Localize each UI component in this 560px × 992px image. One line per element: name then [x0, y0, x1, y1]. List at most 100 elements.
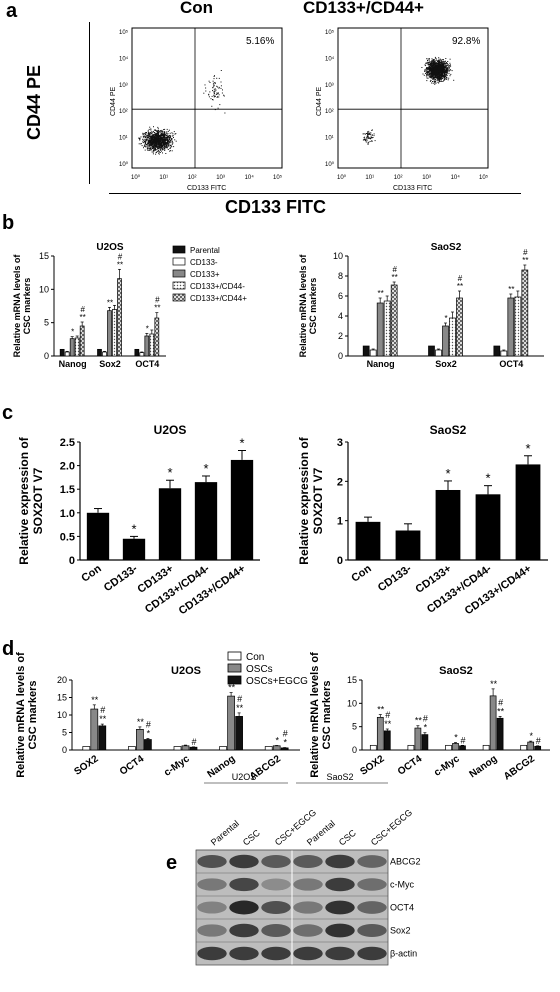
- flow-dot: [432, 70, 433, 72]
- flow-dot: [171, 138, 173, 140]
- flow-small-xlabel: CD133 FITC: [393, 185, 432, 192]
- flow-dot: [161, 132, 163, 134]
- flow-dot: [213, 82, 215, 84]
- flow-dot: [430, 77, 432, 78]
- bar: [520, 744, 528, 751]
- flow-dot: [440, 62, 442, 64]
- flow-dot: [440, 76, 442, 78]
- flow-y-tick: 10¹: [119, 136, 128, 142]
- flow-dot: [441, 73, 443, 75]
- bar: [452, 743, 459, 751]
- flow-dot: [166, 139, 168, 141]
- flow-dot: [214, 75, 215, 77]
- blot-band: [325, 946, 355, 961]
- flow-dot: [154, 129, 156, 131]
- flow-dot: [436, 69, 437, 70]
- flow-dot: [425, 62, 427, 64]
- flow-dot: [443, 76, 445, 78]
- bar: [445, 744, 452, 751]
- blot-band: [357, 946, 387, 961]
- y-tick-label: 0: [337, 555, 343, 567]
- flow-dot: [438, 67, 440, 69]
- flow-dot: [434, 64, 436, 66]
- flow-dot: [153, 142, 155, 144]
- flow-dot: [434, 72, 436, 74]
- bar: [74, 337, 80, 357]
- flow-dot: [216, 93, 218, 95]
- flow-dot: [160, 148, 162, 150]
- flow-dot: [443, 76, 445, 78]
- y-tick-label: 0: [352, 745, 357, 755]
- flow-dot: [148, 137, 150, 139]
- flow-dot: [156, 143, 158, 145]
- flow-dot: [434, 77, 436, 78]
- flow-dot: [448, 65, 450, 67]
- flow-dot: [439, 76, 441, 78]
- flow-dots: [362, 56, 455, 145]
- flow-dot: [432, 65, 434, 67]
- bar: [428, 345, 435, 357]
- flow-dot: [440, 69, 442, 70]
- flow-dot: [156, 136, 158, 138]
- bar: [421, 734, 429, 751]
- flow-dot: [431, 60, 433, 62]
- flow-dot: [162, 141, 164, 142]
- significance-mark: *: [424, 723, 428, 733]
- flow-dot: [428, 74, 430, 76]
- flow-dot: [155, 143, 157, 144]
- flow-dot: [435, 57, 437, 59]
- significance-mark: **: [99, 714, 107, 724]
- flow-dot: [434, 83, 436, 85]
- blot-band: [293, 901, 323, 914]
- flow-right-title: CD133+/CD44+: [303, 0, 424, 17]
- blot-band: [325, 854, 355, 869]
- flow-x-tick: 10³: [216, 175, 225, 181]
- bar: [189, 746, 198, 751]
- y-tick-label: 8: [338, 271, 343, 281]
- flow-dot: [433, 62, 435, 64]
- y-label-line1: Relative expression of: [17, 436, 31, 564]
- flow-dot: [157, 138, 159, 140]
- flow-dot: [164, 145, 166, 147]
- flow-dot: [165, 146, 167, 148]
- flow-dot: [443, 74, 445, 76]
- flow-dot: [165, 134, 167, 136]
- flow-dot: [148, 136, 150, 138]
- flow-dot: [427, 71, 429, 73]
- flow-dot: [217, 96, 219, 98]
- flow-dot: [153, 145, 154, 147]
- flow-dot: [439, 80, 441, 82]
- bar: [459, 745, 466, 751]
- flow-dot: [155, 153, 157, 155]
- blot-band: [197, 924, 227, 937]
- significance-mark: *: [167, 465, 172, 480]
- flow-dot: [154, 136, 156, 138]
- flow-dot: [445, 75, 447, 77]
- flow-dot: [367, 133, 369, 135]
- flow-dot: [150, 131, 152, 133]
- flow-dot: [168, 138, 170, 140]
- flow-dot: [449, 58, 451, 60]
- flow-dot: [432, 72, 434, 74]
- flow-dot: [222, 89, 223, 91]
- y-axis-label: Relative expression ofSOX2OT V7: [17, 436, 45, 564]
- flow-dot: [155, 137, 157, 139]
- flow-dot: [144, 141, 145, 142]
- blot-lane-label: CSC: [241, 827, 262, 847]
- flow-dot: [435, 71, 437, 73]
- significance-mark: **: [490, 679, 498, 689]
- flow-dot: [444, 73, 446, 75]
- flow-dot: [164, 141, 166, 143]
- y-tick-label: 5: [44, 318, 49, 328]
- flow-dot: [148, 134, 150, 136]
- flow-dot: [171, 142, 173, 144]
- blot-lane-label: CSC: [337, 827, 358, 847]
- flow-dot: [446, 69, 448, 71]
- flow-dot: [430, 74, 432, 76]
- flow-dot: [161, 141, 163, 143]
- bar: [144, 335, 150, 357]
- chart-title: U2OS: [96, 242, 124, 253]
- significance-mark: #: [498, 697, 503, 707]
- flow-dot: [440, 75, 442, 77]
- flow-dot: [364, 138, 366, 140]
